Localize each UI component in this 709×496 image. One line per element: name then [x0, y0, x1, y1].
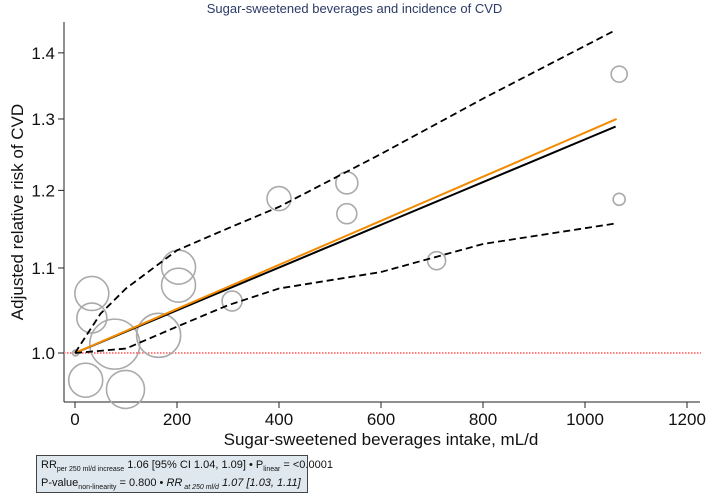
- series-non-linear-fit: [74, 125, 616, 354]
- rr250-sub: at 250 ml/d: [182, 484, 219, 492]
- bubble: [88, 318, 141, 370]
- y-tick-label: 1.3: [31, 110, 55, 129]
- pnl-value: = 0.800 •: [116, 477, 167, 489]
- y-tick-label: 1.0: [31, 344, 55, 363]
- bubble: [160, 249, 197, 285]
- y-tick-label: 1.1: [31, 259, 55, 278]
- x-tick-label: 200: [163, 410, 191, 429]
- bubble: [426, 250, 447, 271]
- stats-row-1: RRper 250 ml/d increase 1.06 [95% CI 1.0…: [41, 459, 333, 473]
- stats-box: RRper 250 ml/d increase 1.06 [95% CI 1.0…: [36, 455, 333, 493]
- bubble: [221, 290, 243, 312]
- x-tick-label: 400: [265, 410, 293, 429]
- chart: 1.0 1.1 1.2 1.3 1.4 0 200 400 600 800 1000 1200 Sug…: [8, 22, 706, 449]
- bubble: [336, 202, 358, 225]
- series-lower-95-ci: [74, 222, 615, 354]
- pnl-label: P-value: [41, 477, 79, 489]
- plinear-sub: linear: [263, 466, 281, 474]
- series-linear-fit: [74, 118, 618, 354]
- bubble: [76, 302, 108, 334]
- bubble: [105, 369, 146, 410]
- series-lines: [74, 30, 618, 354]
- rr-value: 1.06 [95% CI 1.04, 1.09] • P: [124, 459, 264, 471]
- y-tick-label: 1.4: [31, 44, 55, 63]
- x-tick-label: 600: [367, 410, 395, 429]
- chart-title: Sugar-sweetened beverages and incidence …: [206, 1, 503, 16]
- bubble: [74, 275, 110, 312]
- axes: 1.0 1.1 1.2 1.3 1.4 0 200 400 600 800 1000 1200: [31, 22, 706, 429]
- x-tick-label: 1000: [566, 410, 604, 429]
- bubble: [67, 362, 104, 398]
- x-axis-label: Sugar-sweetened beverages intake, mL/d: [224, 430, 539, 449]
- bubble: [266, 185, 292, 212]
- plinear-value: = <0.0001: [280, 459, 333, 471]
- y-axis-label: Adjusted relative risk of CVD: [8, 104, 27, 320]
- bubbles: [67, 65, 628, 410]
- rr250-label: RR: [166, 477, 183, 489]
- series-upper-95-ci: [74, 30, 615, 354]
- bubble: [135, 312, 182, 359]
- x-tick-label: 1200: [668, 410, 706, 429]
- bubble: [610, 65, 628, 83]
- rr-label: RR: [41, 459, 57, 471]
- y-tick-label: 1.2: [31, 181, 55, 200]
- x-tick-label: 800: [469, 410, 497, 429]
- x-tick-label: 0: [70, 410, 79, 429]
- stats-row-2: P-valuenon-linearity = 0.800 • RR at 250…: [41, 477, 301, 491]
- bubble: [612, 192, 626, 207]
- rr250-value: 1.07 [1.03, 1.11]: [218, 477, 301, 489]
- rr-sub: per 250 ml/d increase: [56, 466, 125, 474]
- bubble: [160, 267, 197, 303]
- pnl-sub: non-linearity: [78, 484, 117, 492]
